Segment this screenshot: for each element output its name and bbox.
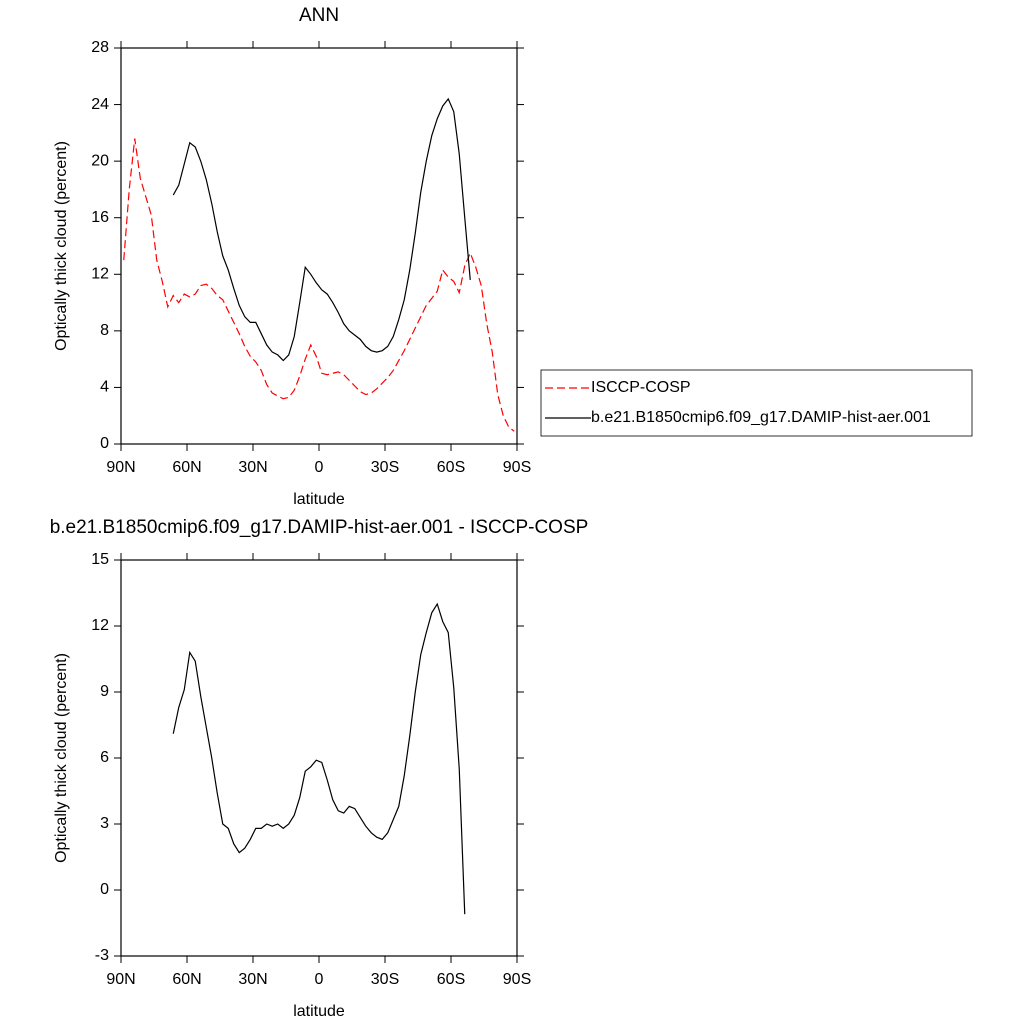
y-axis-label: Optically thick cloud (percent) [53,141,70,351]
x-tick-label: 90N [106,971,135,988]
y-tick-label: 3 [100,815,109,832]
y-tick-label: 12 [91,617,109,634]
chart-title: ANN [299,5,339,26]
y-tick-label: 16 [91,209,109,226]
y-tick-label: 12 [91,266,109,283]
legend-label: ISCCP-COSP [591,379,691,396]
x-tick-label: 60S [437,459,465,476]
y-tick-label: 15 [91,551,109,568]
x-axis-label: latitude [293,491,345,508]
y-axis-label: Optically thick cloud (percent) [53,653,70,863]
x-tick-label: 60N [172,459,201,476]
y-tick-label: 24 [91,96,109,113]
y-tick-label: 9 [100,683,109,700]
y-tick-label: 28 [91,39,109,56]
x-tick-label: 0 [315,971,324,988]
x-tick-label: 60N [172,971,201,988]
y-tick-label: 0 [100,435,109,452]
x-axis-label: latitude [293,1003,345,1020]
x-tick-label: 0 [315,459,324,476]
y-tick-label: 6 [100,749,109,766]
plot-frame [120,559,518,957]
series-line [172,602,466,915]
chart-title: b.e21.B1850cmip6.f09_g17.DAMIP-hist-aer.… [50,517,589,538]
y-tick-label: 0 [100,881,109,898]
series-line [123,138,515,432]
series-line [172,97,471,362]
y-tick-label: -3 [95,947,109,964]
legend-label: b.e21.B1850cmip6.f09_g17.DAMIP-hist-aer.… [591,409,931,426]
x-tick-label: 90S [503,971,531,988]
x-tick-label: 90S [503,459,531,476]
y-tick-label: 4 [100,379,109,396]
x-tick-label: 30S [371,971,399,988]
x-tick-label: 30N [238,459,267,476]
x-tick-label: 30N [238,971,267,988]
x-tick-label: 90N [106,459,135,476]
plot-frame [120,47,518,445]
y-tick-label: 8 [100,322,109,339]
x-tick-label: 60S [437,971,465,988]
y-tick-label: 20 [91,152,109,169]
legend-box [540,369,973,437]
x-tick-label: 30S [371,459,399,476]
